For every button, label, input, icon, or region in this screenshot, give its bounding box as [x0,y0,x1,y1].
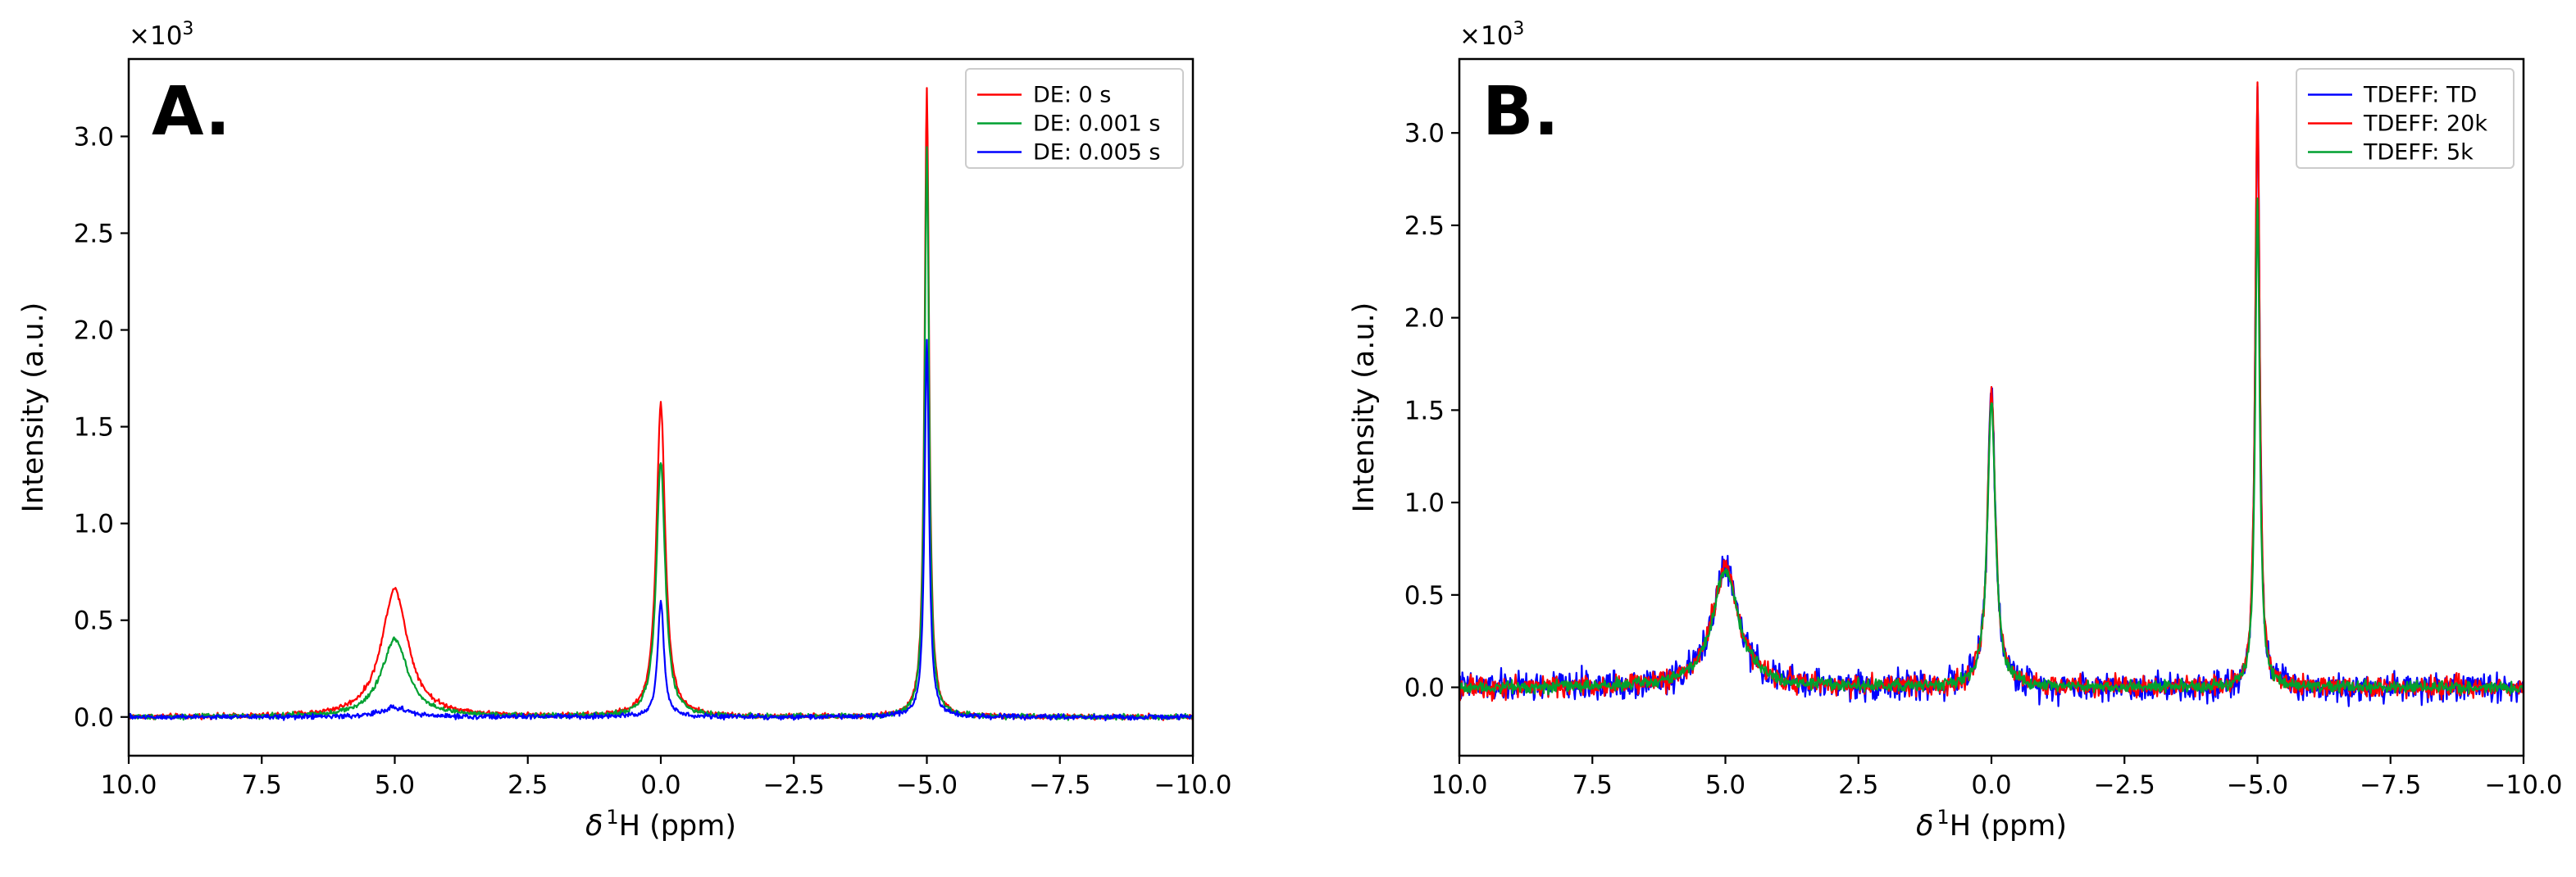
legend-entry: TDEFF: TD [2363,83,2477,108]
y-scale-label: ×103 [1459,19,1524,51]
y-tick-label: 1.0 [74,510,114,539]
y-axis-label: Intensity (a.u.) [17,302,50,513]
legend-entry: TDEFF: 5k [2363,140,2474,166]
y-tick-label: 2.0 [1404,304,1445,334]
y-axis-label: Intensity (a.u.) [1348,302,1381,513]
series-line-3 [1459,197,2524,696]
x-tick-label: −5.0 [896,770,958,800]
x-axis-label: δ 1H (ppm) [585,806,736,843]
y-scale-label: ×103 [129,19,193,51]
y-tick-label: 0.0 [74,703,114,733]
x-tick-label: 0.0 [640,770,680,800]
series-group [129,87,1193,721]
x-tick-label: 7.5 [242,770,282,800]
x-axis-label: δ 1H (ppm) [1916,806,2067,843]
chart-panel-b: 10.0 7.5 5.0 2.5 0.0 −2.5 −5.0 −7.5 −10.0 0.0 0.5 1… [1348,19,2563,843]
y-tick-label: 0.0 [1404,674,1445,703]
chart-panel-a: 10.0 7.5 5.0 2.5 0.0 −2.5 −5.0 −7.5 −10.0 0.0 0.5 1… [17,19,1232,843]
x-tick-label: −2.5 [2094,770,2155,800]
x-tick-label: 2.5 [507,770,548,800]
x-tick-label: −7.5 [1029,770,1090,800]
legend-entry: TDEFF: 20k [2363,111,2487,137]
y-tick-label: 0.5 [1404,581,1445,611]
series-line-3 [129,339,1193,721]
y-tick-label: 0.5 [74,607,114,636]
legend-entry: DE: 0 s [1033,83,1111,108]
panel-label: B. [1482,73,1559,151]
x-tick-label: −2.5 [763,770,825,800]
legend-entry: DE: 0.005 s [1033,140,1160,166]
y-tick-label: 2.5 [1404,211,1445,241]
series-group [1459,81,2524,707]
y-tick-label: 1.5 [74,413,114,443]
x-tick-label: 0.0 [1971,770,2011,800]
legend: TDEFF: TD TDEFF: 20k TDEFF: 5k [2296,68,2515,169]
y-tick-label: 1.5 [1404,396,1445,425]
x-tick-label: 7.5 [1572,770,1613,800]
y-tick-label: 3.0 [74,122,114,152]
x-tick-label: −10.0 [1154,770,1232,800]
x-tick-label: 5.0 [375,770,415,800]
legend-entry: DE: 0.001 s [1033,111,1160,137]
x-tick-label: −5.0 [2227,770,2288,800]
panel-label: A. [152,73,230,151]
x-tick-label: −7.5 [2360,770,2421,800]
x-tick-label: 2.5 [1838,770,1878,800]
legend: DE: 0 s DE: 0.001 s DE: 0.005 s [965,68,1184,169]
x-tick-label: 5.0 [1705,770,1745,800]
x-tick-label: 10.0 [1431,770,1487,800]
y-tick-label: 2.0 [74,316,114,346]
y-tick-label: 1.0 [1404,488,1445,518]
x-tick-label: 10.0 [100,770,157,800]
y-tick-label: 3.0 [1404,119,1445,148]
x-tick-label: −10.0 [2485,770,2563,800]
y-tick-label: 2.5 [74,220,114,249]
